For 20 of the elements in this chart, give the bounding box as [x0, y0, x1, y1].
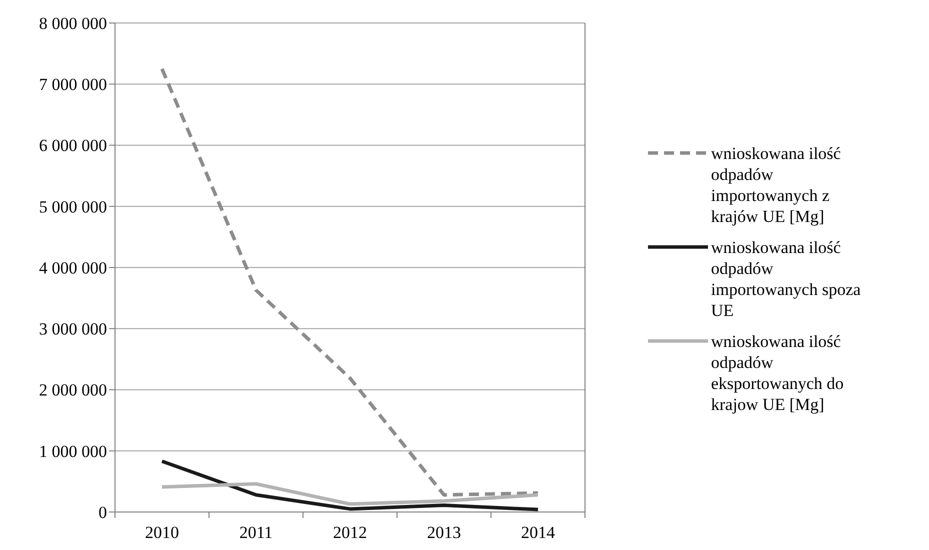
legend-label: wnioskowana ilość odpadów importowanych z krajów UE [Mg] — [711, 144, 842, 226]
y-tick-label: 0 — [98, 502, 107, 522]
line-series — [160, 67, 540, 497]
legend-label: wnioskowana ilość odpadów importowanych spoza UE — [711, 238, 862, 320]
line-series — [160, 460, 540, 512]
y-tick-label: 2 000 000 — [39, 380, 107, 400]
legend-label: wnioskowana ilość odpadów eksportowanych do krajow UE [Mg] — [711, 332, 844, 414]
x-tick-label: 2014 — [521, 523, 556, 542]
x-tick-label: 2013 — [427, 523, 461, 542]
y-tick-label: 4 000 000 — [39, 258, 107, 278]
x-tick-label: 2012 — [333, 523, 367, 542]
y-tick-label: 5 000 000 — [39, 197, 107, 216]
y-tick-label: 3 000 000 — [39, 320, 107, 339]
x-tick-label: 2011 — [239, 523, 273, 542]
y-tick-label: 6 000 000 — [39, 136, 107, 156]
y-tick-label: 7 000 000 — [39, 75, 107, 94]
y-tick-label: 1 000 000 — [39, 442, 107, 461]
line-series — [160, 482, 540, 506]
y-tick-label: 8 000 000 — [39, 14, 107, 33]
x-tick-label: 2010 — [145, 523, 179, 542]
